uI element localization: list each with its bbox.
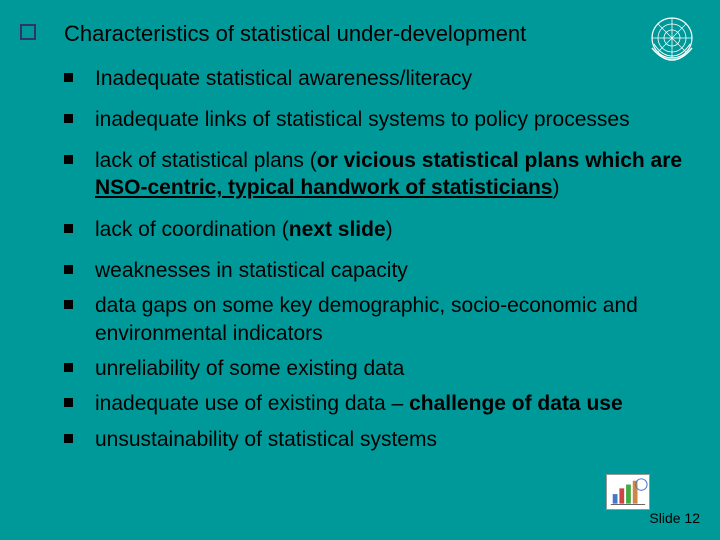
bullet-text: unreliability of some existing data [95,355,404,382]
chart-logo-icon [606,474,650,510]
slide-number: Slide 12 [649,510,700,526]
square-bullet-icon [64,434,73,443]
square-bullet-icon [64,155,73,164]
bullet-item: unsustainability of statistical systems [64,426,692,453]
square-bullet-icon [64,114,73,123]
square-bullet-icon [64,363,73,372]
slide: Characteristics of statistical under-dev… [0,0,720,540]
bullet-item: lack of coordination (next slide) [64,216,692,243]
square-bullet-icon [64,224,73,233]
square-bullet-icon [64,265,73,274]
bullet-item: lack of statistical plans (or vicious st… [64,147,692,202]
bullet-item: data gaps on some key demographic, socio… [64,292,692,347]
bullet-item: inadequate use of existing data – challe… [64,390,692,417]
bullet-text: lack of statistical plans (or vicious st… [95,147,692,202]
square-bullet-icon [64,73,73,82]
square-bullet-icon [64,398,73,407]
un-logo [644,10,700,66]
checkbox-bullet-icon [20,24,36,40]
bullet-text: Inadequate statistical awareness/literac… [95,65,472,92]
heading-row: Characteristics of statistical under-dev… [20,20,692,49]
bullet-text: inadequate use of existing data – challe… [95,390,623,417]
bullet-text: lack of coordination (next slide) [95,216,393,243]
slide-heading: Characteristics of statistical under-dev… [64,20,526,49]
bullet-text: data gaps on some key demographic, socio… [95,292,692,347]
bullet-item: unreliability of some existing data [64,355,692,382]
bullet-text: weaknesses in statistical capacity [95,257,408,284]
bullet-item: weaknesses in statistical capacity [64,257,692,284]
square-bullet-icon [64,300,73,309]
bullet-item: inadequate links of statistical systems … [64,106,692,133]
bullet-text: unsustainability of statistical systems [95,426,437,453]
bullet-list: Inadequate statistical awareness/literac… [20,65,692,453]
bullet-text: inadequate links of statistical systems … [95,106,630,133]
bullet-item: Inadequate statistical awareness/literac… [64,65,692,92]
